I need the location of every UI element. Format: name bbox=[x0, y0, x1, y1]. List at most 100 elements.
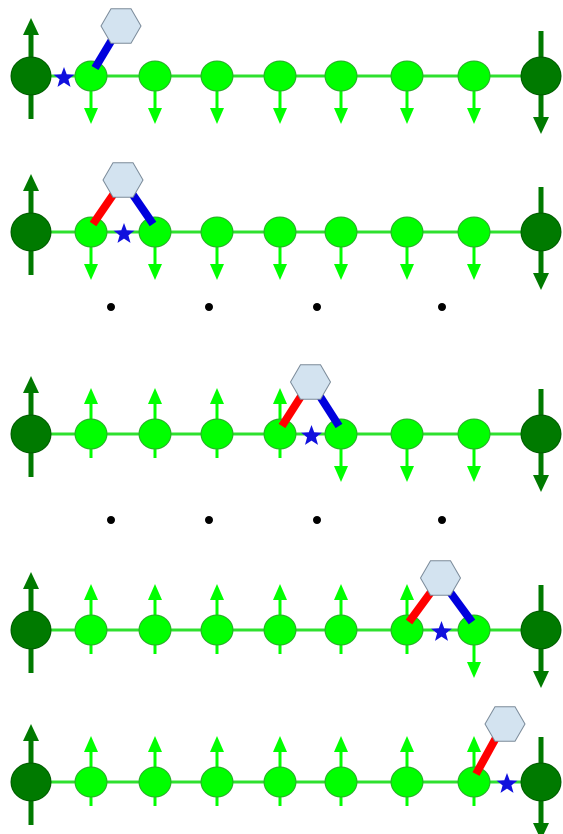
site-node bbox=[390, 60, 424, 92]
site-node bbox=[324, 60, 358, 92]
ellipsis-dot bbox=[313, 516, 321, 524]
arrow-up-icon bbox=[23, 572, 39, 589]
ellipsis-dot bbox=[205, 303, 213, 311]
red-bond bbox=[278, 391, 306, 429]
site-node bbox=[74, 60, 108, 92]
star-icon bbox=[496, 773, 518, 793]
spin-site bbox=[200, 584, 234, 654]
site-node bbox=[200, 60, 234, 92]
arrow-up-icon bbox=[273, 388, 287, 404]
arrow-down-icon bbox=[533, 273, 549, 290]
right-boundary-site bbox=[520, 212, 562, 252]
site-node bbox=[138, 60, 172, 92]
arrow-up-icon bbox=[210, 584, 224, 600]
arrow-up-icon bbox=[273, 736, 287, 752]
spin-site bbox=[263, 584, 297, 654]
chain-row-5 bbox=[10, 706, 562, 834]
site-node bbox=[200, 418, 234, 450]
right-boundary-site bbox=[520, 610, 562, 650]
arrow-down-icon bbox=[148, 108, 162, 124]
site-node bbox=[74, 216, 108, 248]
spin-site bbox=[74, 216, 108, 280]
arrow-up-icon bbox=[400, 736, 414, 752]
arrow-up-icon bbox=[23, 18, 39, 35]
arrow-up-icon bbox=[84, 584, 98, 600]
star-icon bbox=[53, 67, 75, 87]
spin-site bbox=[263, 216, 297, 280]
arrow-down-icon bbox=[334, 264, 348, 280]
chain-row-2 bbox=[10, 162, 562, 290]
spin-site bbox=[457, 216, 491, 280]
arrow-down-icon bbox=[467, 466, 481, 482]
chain-row-3 bbox=[10, 364, 562, 492]
spin-site bbox=[263, 60, 297, 124]
site-node bbox=[263, 60, 297, 92]
spin-site bbox=[324, 736, 358, 806]
spin-site bbox=[138, 60, 172, 124]
left-boundary-site bbox=[10, 56, 52, 96]
site-node bbox=[74, 418, 108, 450]
left-boundary-site bbox=[10, 610, 52, 650]
star-icon bbox=[301, 425, 322, 445]
hexagon-icon bbox=[484, 706, 526, 742]
spin-site bbox=[74, 60, 108, 124]
arrow-up-icon bbox=[210, 388, 224, 404]
right-boundary-site bbox=[520, 56, 562, 96]
site-node bbox=[200, 614, 234, 646]
spin-site bbox=[138, 736, 172, 806]
spin-site bbox=[457, 614, 491, 678]
ellipsis-dot bbox=[438, 516, 446, 524]
arrow-down-icon bbox=[533, 117, 549, 134]
spin-site bbox=[457, 736, 491, 806]
site-node bbox=[263, 766, 297, 798]
red-bond bbox=[405, 587, 436, 625]
site-node bbox=[263, 614, 297, 646]
arrow-up-icon bbox=[334, 736, 348, 752]
arrow-down-icon bbox=[400, 108, 414, 124]
arrow-down-icon bbox=[533, 671, 549, 688]
hexagon-icon bbox=[100, 8, 142, 44]
arrow-up-icon bbox=[84, 736, 98, 752]
arrow-down-icon bbox=[400, 264, 414, 280]
site-node bbox=[138, 216, 172, 248]
spin-site bbox=[390, 736, 424, 806]
arrow-up-icon bbox=[400, 584, 414, 600]
spin-site bbox=[390, 418, 424, 482]
arrow-down-icon bbox=[84, 108, 98, 124]
site-node bbox=[263, 216, 297, 248]
arrow-up-icon bbox=[84, 388, 98, 404]
blue-bond bbox=[91, 35, 117, 71]
site-node bbox=[457, 60, 491, 92]
arrow-down-icon bbox=[467, 264, 481, 280]
hexagon-icon bbox=[289, 364, 332, 400]
site-node bbox=[138, 418, 172, 450]
spin-site bbox=[324, 584, 358, 654]
spin-site bbox=[390, 60, 424, 124]
site-node bbox=[457, 614, 491, 646]
site-node bbox=[324, 614, 358, 646]
spin-site bbox=[138, 216, 172, 280]
site-node bbox=[74, 766, 108, 798]
arrow-up-icon bbox=[148, 584, 162, 600]
arrow-up-icon bbox=[148, 388, 162, 404]
site-node bbox=[390, 766, 424, 798]
spin-site bbox=[263, 388, 297, 458]
spin-site bbox=[200, 388, 234, 458]
site-node bbox=[200, 766, 234, 798]
arrow-down-icon bbox=[273, 108, 287, 124]
arrow-down-icon bbox=[467, 662, 481, 678]
blue-bond bbox=[445, 587, 476, 625]
spin-site bbox=[200, 216, 234, 280]
blue-bond bbox=[127, 189, 157, 227]
arrow-down-icon bbox=[400, 466, 414, 482]
red-bond bbox=[472, 734, 501, 776]
chain-row-1 bbox=[10, 8, 562, 134]
arrow-up-icon bbox=[23, 376, 39, 393]
ellipsis-dot bbox=[107, 303, 115, 311]
arrow-down-icon bbox=[210, 264, 224, 280]
site-node bbox=[324, 418, 358, 450]
spin-site bbox=[74, 388, 108, 458]
red-bond bbox=[89, 189, 119, 227]
site-node bbox=[138, 614, 172, 646]
